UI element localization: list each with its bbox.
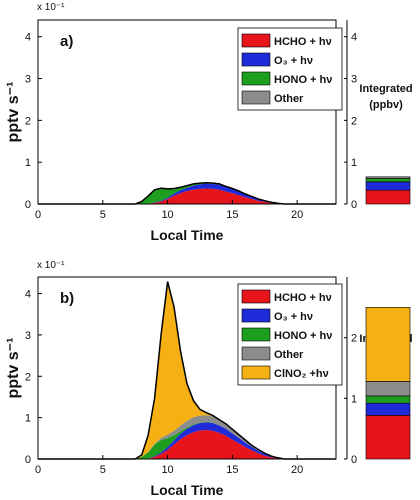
legend-label: HONO + hν	[274, 330, 332, 342]
x-tick-label: 10	[161, 209, 173, 221]
x-tick-label: 20	[291, 209, 303, 221]
area-series-3	[38, 415, 336, 459]
legend: HCHO + hν O₃ + hν HONO + hν Other ClNO₂ +hν	[237, 283, 343, 386]
legend-swatch	[241, 289, 271, 304]
legend-swatch	[241, 52, 271, 67]
y-tick-label: 2	[25, 115, 31, 127]
exponent-label: x 10⁻¹	[37, 2, 65, 13]
integrated-bar-segment	[365, 307, 411, 382]
x-axis-label: Local Time	[151, 482, 224, 498]
area-outline	[38, 181, 336, 205]
area-series-0	[38, 430, 336, 459]
integrated-tick-label: 1	[351, 157, 357, 169]
y-axis-label: pptv s⁻¹	[5, 338, 22, 399]
y-tick-label: 3	[25, 74, 31, 86]
area-outline	[38, 281, 336, 460]
y-tick-label: 1	[25, 413, 31, 425]
integrated-bar-segment	[365, 176, 411, 179]
y-tick-label: 0	[25, 199, 31, 211]
integrated-tick-label: 0	[351, 454, 357, 466]
legend-label: HONO + hν	[274, 74, 332, 86]
integrated-tick-label: 0	[351, 199, 357, 211]
y-tick-label: 2	[25, 371, 31, 383]
x-tick-label: 20	[291, 464, 303, 476]
legend-label: Other	[274, 349, 304, 361]
panel-label: a)	[60, 33, 73, 50]
y-tick-label: 1	[25, 157, 31, 169]
y-tick-label: 0	[25, 454, 31, 466]
x-tick-label: 0	[35, 209, 41, 221]
integrated-tick-label: 2	[351, 333, 357, 345]
integrated-bar-segment	[365, 415, 411, 460]
exponent-label: x 10⁻¹	[37, 260, 65, 271]
legend-label: Other	[274, 93, 304, 105]
x-tick-label: 5	[100, 209, 106, 221]
x-axis-label: Local Time	[151, 227, 224, 243]
x-tick-label: 5	[100, 464, 106, 476]
integrated-bar-segment	[365, 381, 411, 397]
x-tick-label: 10	[161, 464, 173, 476]
integrated-bar-segment	[365, 395, 411, 404]
y-tick-label: 4	[25, 289, 31, 301]
x-tick-label: 0	[35, 464, 41, 476]
legend-swatch	[241, 71, 271, 86]
legend-swatch	[241, 90, 271, 105]
legend-swatch	[241, 365, 271, 380]
area-series-0	[38, 188, 336, 204]
legend: HCHO + hν O₃ + hν HONO + hν Other	[237, 27, 343, 111]
integrated-tick-label: 3	[351, 74, 357, 86]
panel-label: b)	[60, 290, 74, 307]
integrated-column: 012Integrated(ppbv)	[344, 277, 413, 466]
y-axis-label: pptv s⁻¹	[5, 82, 22, 143]
legend-swatch	[241, 327, 271, 342]
legend-swatch	[241, 346, 271, 361]
integrated-tick-label: 1	[351, 393, 357, 405]
y-tick-label: 4	[25, 32, 31, 44]
x-tick-label: 15	[226, 209, 238, 221]
integrated-bar-segment	[365, 189, 411, 205]
legend-label: ClNO₂ +hν	[274, 368, 329, 380]
legend-label: O₃ + hν	[274, 311, 313, 323]
y-tick-label: 3	[25, 330, 31, 342]
integrated-tick-label: 4	[351, 32, 357, 44]
integrated-tick-label: 2	[351, 115, 357, 127]
plot-frame	[37, 19, 337, 205]
integrated-bar-segment	[365, 402, 411, 416]
legend-label: HCHO + hν	[274, 292, 332, 304]
integrated-title: Integrated	[359, 83, 412, 95]
legend-swatch	[241, 308, 271, 323]
integrated-bar-segment	[365, 181, 411, 191]
area-series-1	[38, 422, 336, 459]
integrated-bar-segment	[365, 178, 411, 183]
legend-label: HCHO + hν	[274, 36, 332, 48]
integrated-unit: (ppbv)	[369, 99, 403, 111]
x-tick-label: 15	[226, 464, 238, 476]
integrated-column: 0 1 2 3 4 Integrated (ppbv)	[344, 20, 413, 211]
legend-swatch	[241, 33, 271, 48]
area-series-2	[38, 183, 336, 204]
legend-label: O₃ + hν	[274, 55, 313, 67]
